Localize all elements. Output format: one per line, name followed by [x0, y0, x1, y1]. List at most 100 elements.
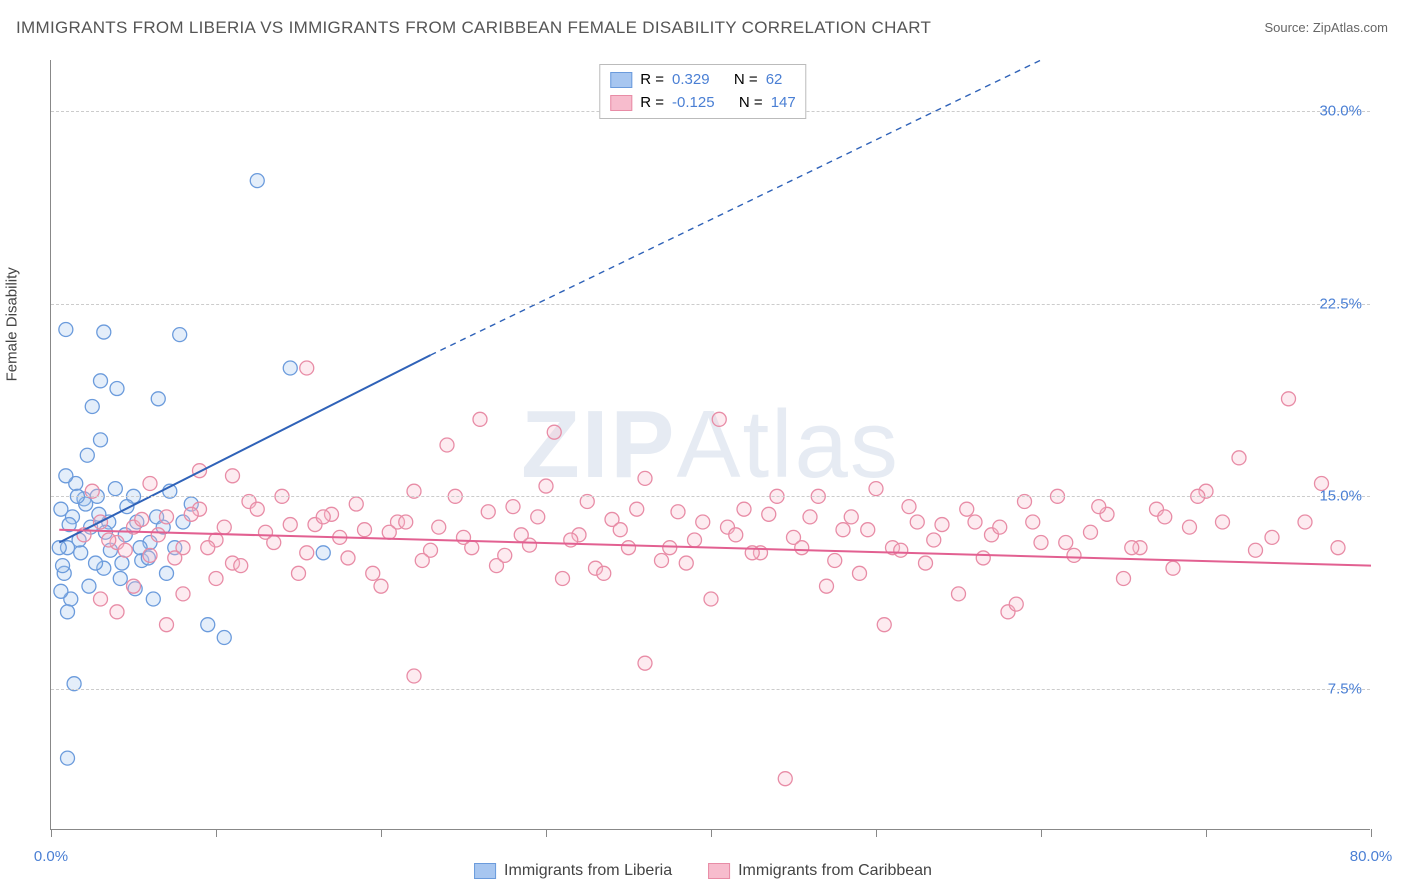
- scatter-point-caribbean: [209, 571, 223, 585]
- scatter-point-liberia: [52, 541, 66, 555]
- scatter-point-liberia: [283, 361, 297, 375]
- correlation-legend: R = 0.329 N = 62 R = -0.125 N = 147: [599, 64, 806, 119]
- scatter-point-caribbean: [160, 618, 174, 632]
- scatter-point-caribbean: [976, 551, 990, 565]
- gridline: [51, 496, 1370, 497]
- scatter-point-caribbean: [143, 548, 157, 562]
- scatter-point-caribbean: [993, 520, 1007, 534]
- scatter-point-caribbean: [1282, 392, 1296, 406]
- scatter-point-caribbean: [366, 566, 380, 580]
- scatter-point-caribbean: [440, 438, 454, 452]
- scatter-point-liberia: [201, 618, 215, 632]
- scatter-point-caribbean: [564, 533, 578, 547]
- scatter-point-caribbean: [1298, 515, 1312, 529]
- scatter-point-liberia: [160, 566, 174, 580]
- scatter-point-liberia: [94, 374, 108, 388]
- scatter-point-liberia: [316, 546, 330, 560]
- series-name-liberia: Immigrants from Liberia: [504, 862, 672, 880]
- swatch-liberia-icon: [474, 863, 496, 879]
- scatter-point-caribbean: [498, 548, 512, 562]
- scatter-point-liberia: [74, 546, 88, 560]
- scatter-point-caribbean: [712, 412, 726, 426]
- legend-item-liberia: Immigrants from Liberia: [474, 862, 672, 880]
- scatter-point-caribbean: [1249, 543, 1263, 557]
- scatter-point-caribbean: [135, 512, 149, 526]
- scatter-point-caribbean: [877, 618, 891, 632]
- scatter-point-caribbean: [201, 541, 215, 555]
- scatter-point-caribbean: [151, 528, 165, 542]
- scatter-point-caribbean: [960, 502, 974, 516]
- scatter-point-liberia: [217, 631, 231, 645]
- scatter-point-caribbean: [778, 772, 792, 786]
- scatter-point-caribbean: [844, 510, 858, 524]
- scatter-point-caribbean: [300, 361, 314, 375]
- scatter-point-caribbean: [481, 505, 495, 519]
- x-tick: [216, 829, 217, 837]
- scatter-point-caribbean: [407, 669, 421, 683]
- swatch-caribbean-icon: [708, 863, 730, 879]
- swatch-liberia: [610, 72, 632, 88]
- y-tick-label: 15.0%: [1319, 488, 1362, 505]
- scatter-point-caribbean: [250, 502, 264, 516]
- scatter-point-caribbean: [506, 500, 520, 514]
- r-value-caribbean: -0.125: [672, 92, 715, 115]
- scatter-point-caribbean: [663, 541, 677, 555]
- y-axis-label: Female Disability: [4, 267, 21, 381]
- scatter-point-caribbean: [638, 471, 652, 485]
- legend-item-caribbean: Immigrants from Caribbean: [708, 862, 932, 880]
- scatter-point-liberia: [80, 448, 94, 462]
- scatter-point-caribbean: [415, 554, 429, 568]
- scatter-point-caribbean: [539, 479, 553, 493]
- scatter-point-caribbean: [102, 533, 116, 547]
- scatter-point-caribbean: [374, 579, 388, 593]
- scatter-point-liberia: [110, 382, 124, 396]
- scatter-point-caribbean: [168, 551, 182, 565]
- x-tick-label-max: 80.0%: [1350, 848, 1393, 865]
- gridline: [51, 304, 1370, 305]
- r-value-liberia: 0.329: [672, 69, 710, 92]
- scatter-point-caribbean: [704, 592, 718, 606]
- scatter-point-caribbean: [630, 502, 644, 516]
- scatter-point-caribbean: [1125, 541, 1139, 555]
- scatter-point-caribbean: [729, 528, 743, 542]
- scatter-point-caribbean: [679, 556, 693, 570]
- scatter-point-caribbean: [952, 587, 966, 601]
- scatter-point-liberia: [250, 174, 264, 188]
- scatter-point-caribbean: [399, 515, 413, 529]
- scatter-point-liberia: [146, 592, 160, 606]
- scatter-point-caribbean: [1084, 525, 1098, 539]
- scatter-point-caribbean: [935, 518, 949, 532]
- scatter-point-caribbean: [1166, 561, 1180, 575]
- scatter-point-liberia: [59, 323, 73, 337]
- scatter-point-caribbean: [927, 533, 941, 547]
- scatter-point-caribbean: [655, 554, 669, 568]
- scatter-point-caribbean: [184, 507, 198, 521]
- scatter-point-caribbean: [176, 587, 190, 601]
- scatter-point-caribbean: [919, 556, 933, 570]
- x-tick: [1041, 829, 1042, 837]
- scatter-point-caribbean: [547, 425, 561, 439]
- scatter-point-caribbean: [820, 579, 834, 593]
- scatter-point-caribbean: [1331, 541, 1345, 555]
- scatter-point-caribbean: [341, 551, 355, 565]
- scatter-point-caribbean: [828, 554, 842, 568]
- x-tick: [1206, 829, 1207, 837]
- n-label: N =: [734, 69, 758, 92]
- x-tick: [876, 829, 877, 837]
- legend-row-caribbean: R = -0.125 N = 147: [610, 92, 795, 115]
- swatch-caribbean: [610, 95, 632, 111]
- n-value-liberia: 62: [766, 69, 783, 92]
- scatter-point-caribbean: [556, 571, 570, 585]
- scatter-point-caribbean: [217, 520, 231, 534]
- scatter-point-caribbean: [622, 541, 636, 555]
- scatter-point-caribbean: [696, 515, 710, 529]
- n-label: N =: [739, 92, 763, 115]
- scatter-point-caribbean: [267, 536, 281, 550]
- scatter-point-caribbean: [737, 502, 751, 516]
- scatter-point-caribbean: [283, 518, 297, 532]
- scatter-point-caribbean: [688, 533, 702, 547]
- scatter-point-caribbean: [1183, 520, 1197, 534]
- scatter-point-caribbean: [1009, 597, 1023, 611]
- scatter-point-liberia: [151, 392, 165, 406]
- scatter-point-caribbean: [118, 543, 132, 557]
